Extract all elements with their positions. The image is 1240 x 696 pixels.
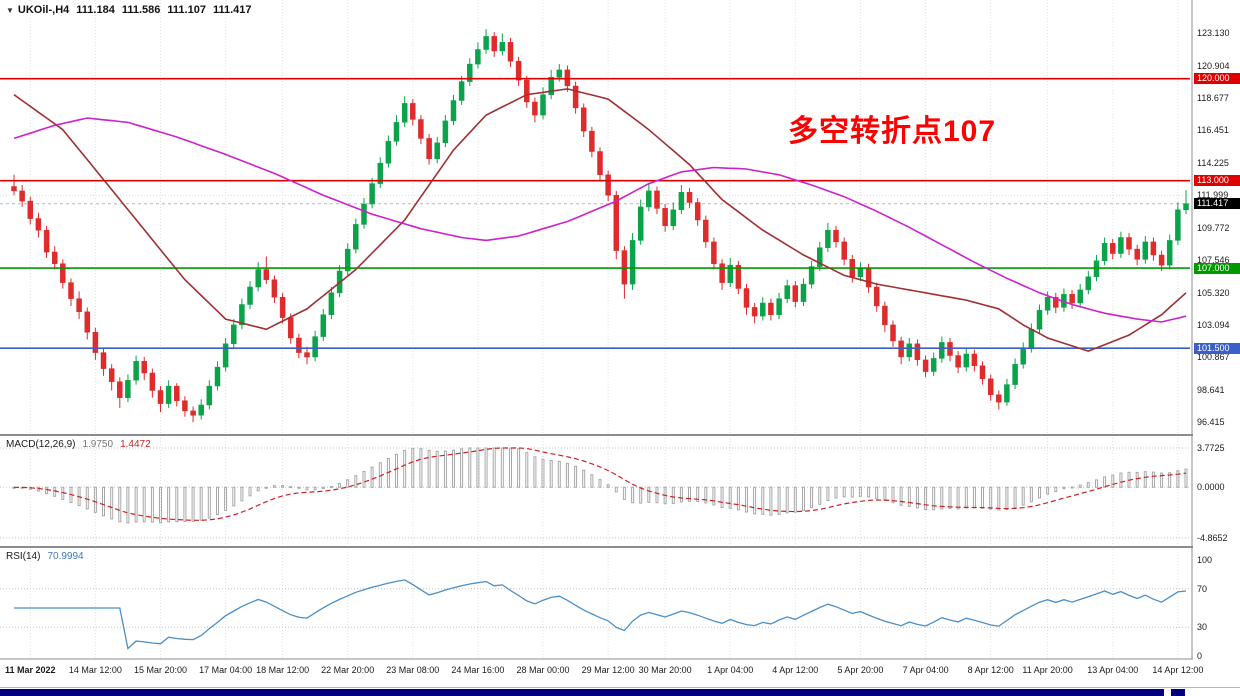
time-tick-label: 29 Mar 12:00	[581, 665, 635, 675]
last-price-badge: 111.417	[1194, 198, 1240, 209]
level-price-badge: 120.000	[1194, 73, 1240, 84]
time-tick-label: 18 Mar 12:00	[256, 665, 310, 675]
ohlc-low: 111.107	[167, 4, 206, 16]
price-axis-label: 98.641	[1197, 385, 1225, 395]
time-tick-label: 30 Mar 20:00	[638, 665, 692, 675]
price-axis-label: 111.999	[1197, 190, 1229, 200]
macd-signal-value: 1.4472	[120, 439, 151, 450]
rsi-indicator-label: RSI(14) 70.9994	[6, 551, 84, 562]
macd-axis-label: 0.0000	[1197, 482, 1225, 492]
time-tick-label: 5 Apr 20:00	[837, 665, 884, 675]
price-axis-label: 120.904	[1197, 61, 1230, 71]
rsi-axis-label: 30	[1197, 622, 1208, 632]
rsi-axis-label: 70	[1197, 584, 1208, 594]
horizontal-scrollbar[interactable]	[0, 687, 1240, 696]
time-tick-label: 11 Apr 20:00	[1022, 665, 1073, 675]
level-price-badge: 107.000	[1194, 263, 1240, 274]
price-axis-label: 107.546	[1197, 255, 1230, 265]
time-tick-label: 13 Apr 04:00	[1087, 665, 1139, 675]
time-tick-label: 23 Mar 08:00	[386, 665, 440, 675]
ohlc-close: 111.417	[212, 4, 252, 16]
time-tick-label: 15 Mar 20:00	[133, 665, 188, 675]
rsi-value: 70.9994	[47, 551, 84, 562]
time-tick-label: 14 Apr 12:00	[1152, 665, 1204, 675]
macd-name: MACD(12,26,9)	[6, 439, 76, 450]
time-tick-label: 8 Apr 12:00	[967, 665, 1014, 675]
macd-indicator-label: MACD(12,26,9) 1.9750 1.4472	[6, 439, 151, 450]
time-tick-label: 14 Mar 12:00	[68, 665, 122, 675]
scrollbar-thumb[interactable]	[0, 689, 1164, 696]
time-tick-label: 11 Mar 2022	[5, 665, 56, 675]
ohlc-high: 111.586	[121, 4, 161, 16]
time-tick-label: 7 Apr 04:00	[902, 665, 949, 675]
chart-annotation: 多空转折点107	[788, 115, 997, 148]
chart-canvas[interactable]	[0, 0, 1240, 660]
time-tick-label: 4 Apr 12:00	[772, 665, 819, 675]
price-axis-label: 116.451	[1197, 125, 1229, 135]
price-axis-label: 96.415	[1197, 417, 1225, 427]
price-axis-label: 123.130	[1197, 28, 1230, 38]
level-price-badge: 113.000	[1194, 175, 1240, 186]
time-tick-label: 22 Mar 20:00	[321, 665, 375, 675]
symbol-timeframe: UKOil-,H4	[17, 4, 70, 16]
price-axis-label: 118.677	[1197, 93, 1229, 103]
level-price-badge: 101.500	[1194, 343, 1240, 354]
ohlc-open: 111.184	[76, 4, 115, 16]
scrollbar-end-button[interactable]	[1171, 689, 1185, 696]
chart-title: ▼ UKOil-,H4 111.184 111.586 111.107 111.417	[6, 4, 252, 16]
price-axis-label: 109.772	[1197, 223, 1230, 233]
time-tick-label: 1 Apr 04:00	[707, 665, 754, 675]
rsi-name: RSI(14)	[6, 551, 41, 562]
symbol-marker-icon: ▼	[6, 6, 14, 15]
price-scale[interactable]: 123.130 120.904 118.677 116.451 114.225 111.9…	[1193, 0, 1240, 661]
price-axis-label: 103.094	[1197, 320, 1230, 330]
price-axis-label: 114.225	[1197, 158, 1229, 168]
time-tick-label: 24 Mar 16:00	[451, 665, 505, 675]
price-axis-label: 100.867	[1197, 352, 1230, 362]
time-tick-label: 28 Mar 00:00	[516, 665, 570, 675]
macd-main-value: 1.9750	[82, 439, 114, 450]
rsi-axis-label: 0	[1197, 651, 1203, 661]
macd-axis-label: -4.8652	[1197, 533, 1228, 543]
price-axis-label: 105.320	[1197, 288, 1230, 298]
time-axis[interactable]: 11 Mar 2022 14 Mar 12:00 15 Mar 20:00 17 Ma…	[0, 660, 1240, 686]
macd-axis-label: 3.7725	[1197, 443, 1225, 453]
rsi-axis-label: 100	[1197, 555, 1213, 565]
time-tick-label: 17 Mar 04:00	[199, 665, 253, 675]
